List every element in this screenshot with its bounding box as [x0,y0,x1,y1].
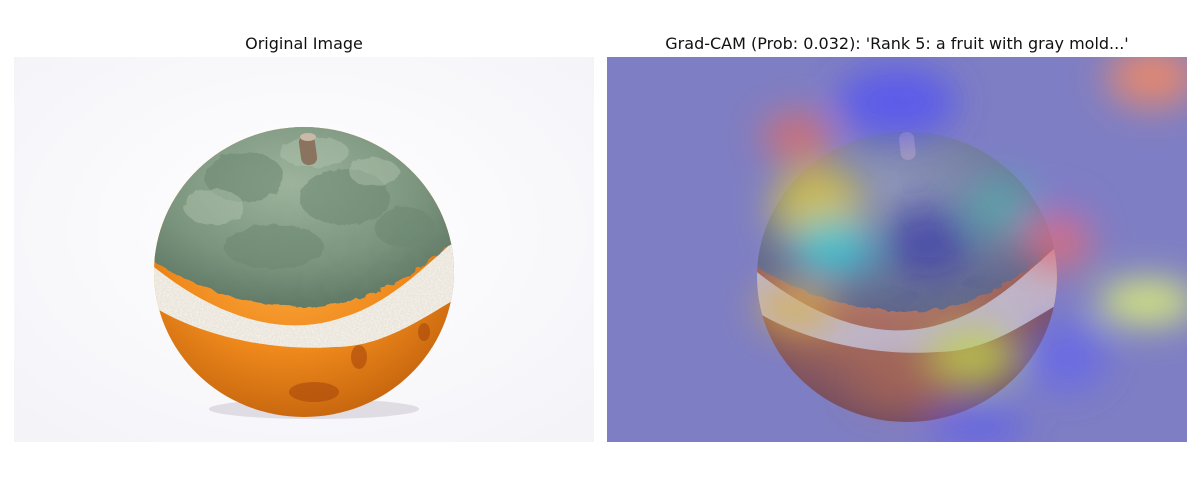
gradcam-title: Grad-CAM (Prob: 0.032): 'Rank 5: a fruit… [665,34,1129,53]
gradcam-panel: Grad-CAM (Prob: 0.032): 'Rank 5: a fruit… [607,0,1187,500]
gradcam-overlay [607,57,1187,442]
original-image-title: Original Image [245,34,363,53]
original-image-panel: Original Image [14,0,594,500]
original-image [14,57,594,442]
gradcam-heatmap-image [607,57,1187,442]
moldy-orange-photo [14,57,594,442]
